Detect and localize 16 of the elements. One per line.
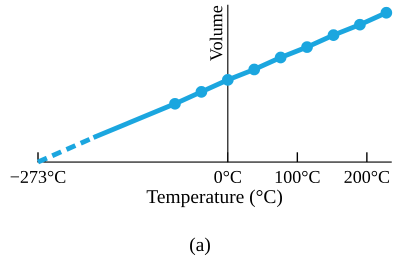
x-tick-label: 0°C — [214, 170, 241, 184]
point — [248, 64, 260, 76]
point — [328, 29, 340, 41]
x-tick-label: 100°C — [276, 170, 320, 184]
point — [196, 86, 208, 98]
text: (a) — [190, 237, 210, 256]
point — [169, 98, 181, 110]
x-tick-label: 200°C — [344, 170, 390, 184]
point — [301, 41, 313, 53]
x-tick-label: −273°C — [10, 170, 66, 184]
point — [274, 52, 286, 64]
x-axis-title: Temperature (°C) — [146, 189, 282, 208]
point — [222, 74, 234, 86]
y-axis-title: Volume — [210, 6, 222, 61]
point — [354, 18, 366, 31]
point — [380, 6, 392, 19]
